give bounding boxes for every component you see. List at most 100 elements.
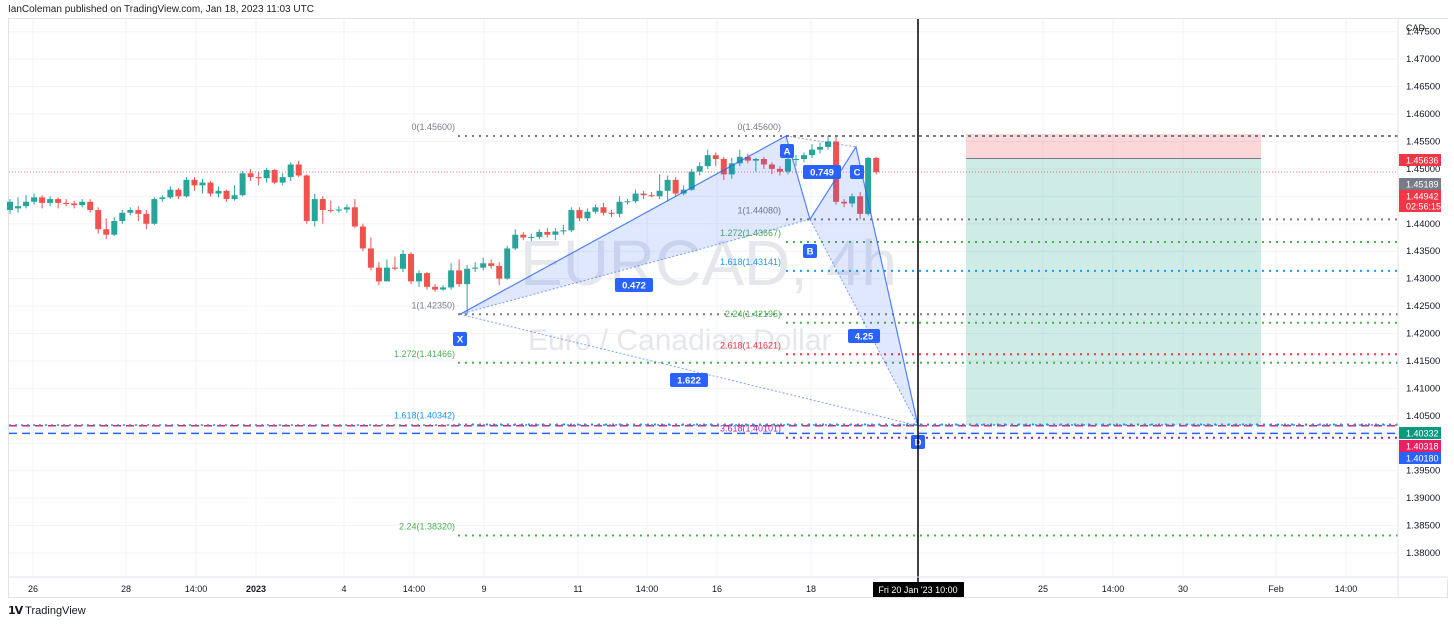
candle-body: [199, 182, 206, 186]
ratio-abc-badge-text: 0.749: [810, 168, 834, 179]
candle-body: [608, 212, 615, 214]
point-a-badge-bg: [780, 144, 794, 158]
price-tick: 1.38000: [1406, 548, 1440, 559]
candle-body: [696, 166, 703, 172]
fib-ab-2-label: 1.272(1.43667): [720, 228, 781, 238]
candle-body: [560, 230, 567, 232]
candle-body: [664, 179, 671, 191]
price-tick: 1.47500: [1406, 27, 1440, 38]
price-tick: 1.46500: [1406, 82, 1440, 93]
candle-body: [632, 193, 639, 202]
point-x-badge[interactable]: X: [453, 332, 467, 346]
tradingview-logo-icon: 𝟭𝗩: [8, 605, 23, 617]
candle-body: [143, 213, 150, 224]
candle-body: [191, 179, 198, 186]
candle-body: [672, 179, 679, 194]
price-badge: 1.40318: [1406, 442, 1439, 452]
ratio-abc-badge[interactable]: 0.749: [803, 165, 841, 179]
candle-body: [616, 201, 623, 214]
fib-xa-4-label: 2.24(1.38320): [399, 521, 455, 531]
time-tick: 14:00: [403, 584, 426, 594]
candle-body: [15, 206, 22, 209]
point-b-badge[interactable]: B: [803, 244, 817, 258]
candle-body: [424, 273, 431, 287]
candle-body: [55, 199, 62, 203]
candle-body: [79, 201, 86, 206]
time-axis[interactable]: 26 28 14:00 2023 4 14:00 9 11 14:00 16 18 25 14:00 30…: [9, 576, 1448, 597]
ratio-xab-badge[interactable]: 0.472: [615, 278, 653, 292]
short-position-tool[interactable]: [966, 133, 1261, 426]
fib-xa-0-label: 0(1.45600): [411, 122, 455, 132]
candle-body: [295, 164, 302, 176]
candle-body: [865, 157, 872, 214]
candle-body: [825, 141, 832, 147]
price-tick: 1.46000: [1406, 109, 1440, 120]
candle-body: [520, 234, 527, 238]
candle-body: [95, 210, 102, 230]
price-badge-bg: [1399, 178, 1441, 190]
candle-body: [792, 158, 799, 160]
candle-body: [584, 211, 591, 219]
candle-body: [640, 193, 647, 196]
candle-body: [87, 201, 94, 211]
point-a-badge[interactable]: A: [780, 144, 794, 158]
time-tick: 9: [481, 584, 486, 594]
price-tick: 1.39500: [1406, 466, 1440, 477]
price-tick: 1.42500: [1406, 301, 1440, 312]
candle-body: [728, 163, 735, 175]
candle-body: [504, 248, 511, 279]
fib-ab-6-label: 3.618(1.40101): [720, 424, 781, 434]
time-tick: 11: [573, 584, 582, 594]
ratio-bcd-badge[interactable]: 4.25: [848, 329, 880, 343]
candle-body: [488, 263, 495, 267]
price-tick: 1.39000: [1406, 493, 1440, 504]
candle-body: [367, 248, 374, 268]
candle-body: [736, 156, 743, 164]
candle-body: [480, 263, 487, 268]
price-tick: 1.47000: [1406, 54, 1440, 65]
candle-body: [600, 207, 607, 213]
ratio-xad-badge[interactable]: 1.622: [670, 373, 708, 387]
time-tick: 14:00: [636, 584, 659, 594]
candle-body: [536, 231, 543, 237]
take-profit-zone[interactable]: [966, 158, 1261, 426]
price-tick: 1.45500: [1406, 136, 1440, 147]
fib-ab-3-label: 1.618(1.43141): [720, 257, 781, 267]
point-c-badge[interactable]: C: [850, 165, 864, 179]
candle-body: [375, 267, 382, 282]
time-tick: 4: [341, 584, 346, 594]
pattern-ratio-line: [459, 313, 919, 427]
ratio-abc-badge-bg: [803, 165, 841, 179]
countdown-label: 02:56:15: [1406, 202, 1441, 212]
candle-body: [175, 189, 182, 197]
candle-body: [624, 201, 631, 203]
time-tick: Feb: [1268, 584, 1284, 594]
candle-body: [712, 155, 719, 159]
watermark-description: Euro / Canadian Dollar: [528, 324, 832, 357]
ratio-bcd-badge-bg: [848, 329, 880, 343]
price-badge-bg: [1399, 154, 1441, 166]
time-tick: 14:00: [1102, 584, 1125, 594]
price-badge: 1.40180: [1406, 454, 1439, 464]
candle-body: [472, 267, 479, 269]
point-x-badge-bg: [453, 332, 467, 346]
candle-body: [319, 199, 326, 211]
candle-body: [688, 171, 695, 190]
candle-body: [768, 164, 775, 169]
time-tick: 14:00: [185, 584, 208, 594]
price-badge: 1.45189: [1406, 180, 1439, 190]
candle-body: [496, 266, 503, 279]
price-tick: 1.40500: [1406, 411, 1440, 422]
candle-body: [63, 202, 70, 204]
stop-loss-zone[interactable]: [966, 133, 1261, 159]
ratio-xab-badge-bg: [615, 278, 653, 292]
price-badge: 1.40332: [1406, 429, 1439, 439]
footer-brand: TradingView: [25, 604, 86, 617]
candle-body: [704, 155, 711, 167]
pattern-xab-fill: [460, 135, 810, 315]
time-tick: 18: [806, 584, 816, 594]
candle-body: [327, 210, 334, 212]
